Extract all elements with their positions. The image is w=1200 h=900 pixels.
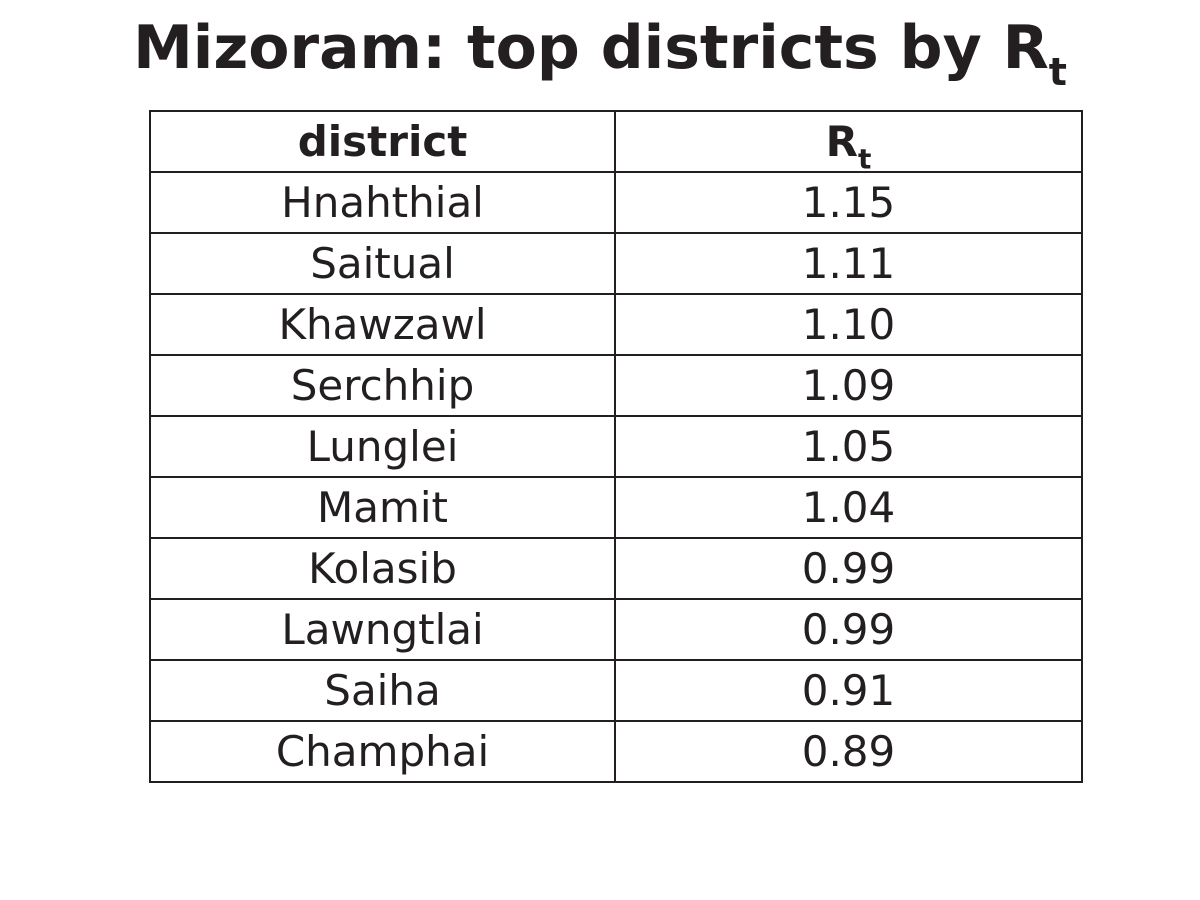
column-header-district-label: district: [297, 117, 468, 166]
rt-value-cell: 1.15: [614, 171, 1083, 234]
rt-value-cell: 0.99: [614, 537, 1083, 600]
district-cell: Kolasib: [149, 537, 616, 600]
table-row: Mamit 1.04: [149, 476, 1083, 539]
rt-value-cell: 1.09: [614, 354, 1083, 417]
district-cell: Champhai: [149, 720, 616, 783]
district-cell: Mamit: [149, 476, 616, 539]
district-cell: Hnahthial: [149, 171, 616, 234]
table-row: Lawngtlai 0.99: [149, 598, 1083, 661]
rt-value-cell: 0.89: [614, 720, 1083, 783]
data-table: district Rt Hnahthial 1.15 Saitual 1.11 Khaw…: [149, 110, 1083, 783]
district-cell: Saiha: [149, 659, 616, 722]
table-body: Hnahthial 1.15 Saitual 1.11 Khawzawl 1.10 Serc…: [149, 171, 1083, 783]
table-row: Saiha 0.91: [149, 659, 1083, 722]
table-row: Kolasib 0.99: [149, 537, 1083, 600]
table-row: Champhai 0.89: [149, 720, 1083, 783]
district-cell: Lawngtlai: [149, 598, 616, 661]
district-cell: Lunglei: [149, 415, 616, 478]
table-row: Serchhip 1.09: [149, 354, 1083, 417]
column-header-rt-subscript: t: [857, 142, 872, 176]
district-cell: Saitual: [149, 232, 616, 295]
column-header-rt-label: R: [825, 117, 858, 166]
rt-value-cell: 1.05: [614, 415, 1083, 478]
rt-value-cell: 0.99: [614, 598, 1083, 661]
column-header-rt: Rt: [614, 110, 1083, 173]
table-header-row: district Rt: [149, 110, 1083, 173]
page-title-main: Mizoram: top districts by R: [133, 13, 1049, 83]
rt-value-cell: 1.11: [614, 232, 1083, 295]
page-title-subscript: t: [1048, 50, 1067, 95]
rt-value-cell: 0.91: [614, 659, 1083, 722]
table-row: Khawzawl 1.10: [149, 293, 1083, 356]
table-row: Lunglei 1.05: [149, 415, 1083, 478]
page-title: Mizoram: top districts by Rt: [0, 8, 1200, 91]
rt-value-cell: 1.04: [614, 476, 1083, 539]
column-header-district: district: [149, 110, 616, 173]
table-row: Saitual 1.11: [149, 232, 1083, 295]
table-row: Hnahthial 1.15: [149, 171, 1083, 234]
rt-value-cell: 1.10: [614, 293, 1083, 356]
district-cell: Serchhip: [149, 354, 616, 417]
district-cell: Khawzawl: [149, 293, 616, 356]
